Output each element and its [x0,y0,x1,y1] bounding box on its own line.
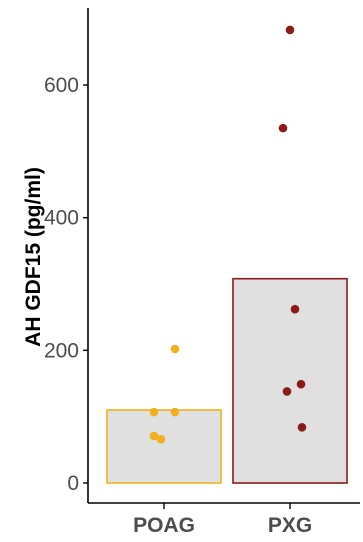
point-pxg-3 [290,304,300,314]
x-tick-label-poag: POAG [133,514,195,537]
y-axis-title: AH GDF15 (pg/ml) [22,167,45,347]
bar-pxg [232,277,348,484]
y-tick-label-200: 200 [44,339,79,362]
point-pxg-5 [282,387,292,396]
point-pxg-6 [297,422,307,432]
plot-area: 0 200 400 600 POAG PXG [44,8,360,537]
bar-poag [106,409,222,484]
point-pxg-1 [285,25,295,35]
y-tick-label-600: 600 [44,74,79,97]
point-poag-2 [149,407,159,417]
x-tick-label-pxg: PXG [268,514,312,537]
point-poag-4 [149,431,159,441]
point-pxg-4 [296,379,306,389]
point-poag-5 [156,434,166,444]
point-pxg-2 [278,123,288,133]
point-poag-1 [170,344,180,354]
point-poag-3 [170,407,180,417]
y-tick-label-400: 400 [44,207,79,230]
y-tick-label-0: 0 [67,472,79,495]
